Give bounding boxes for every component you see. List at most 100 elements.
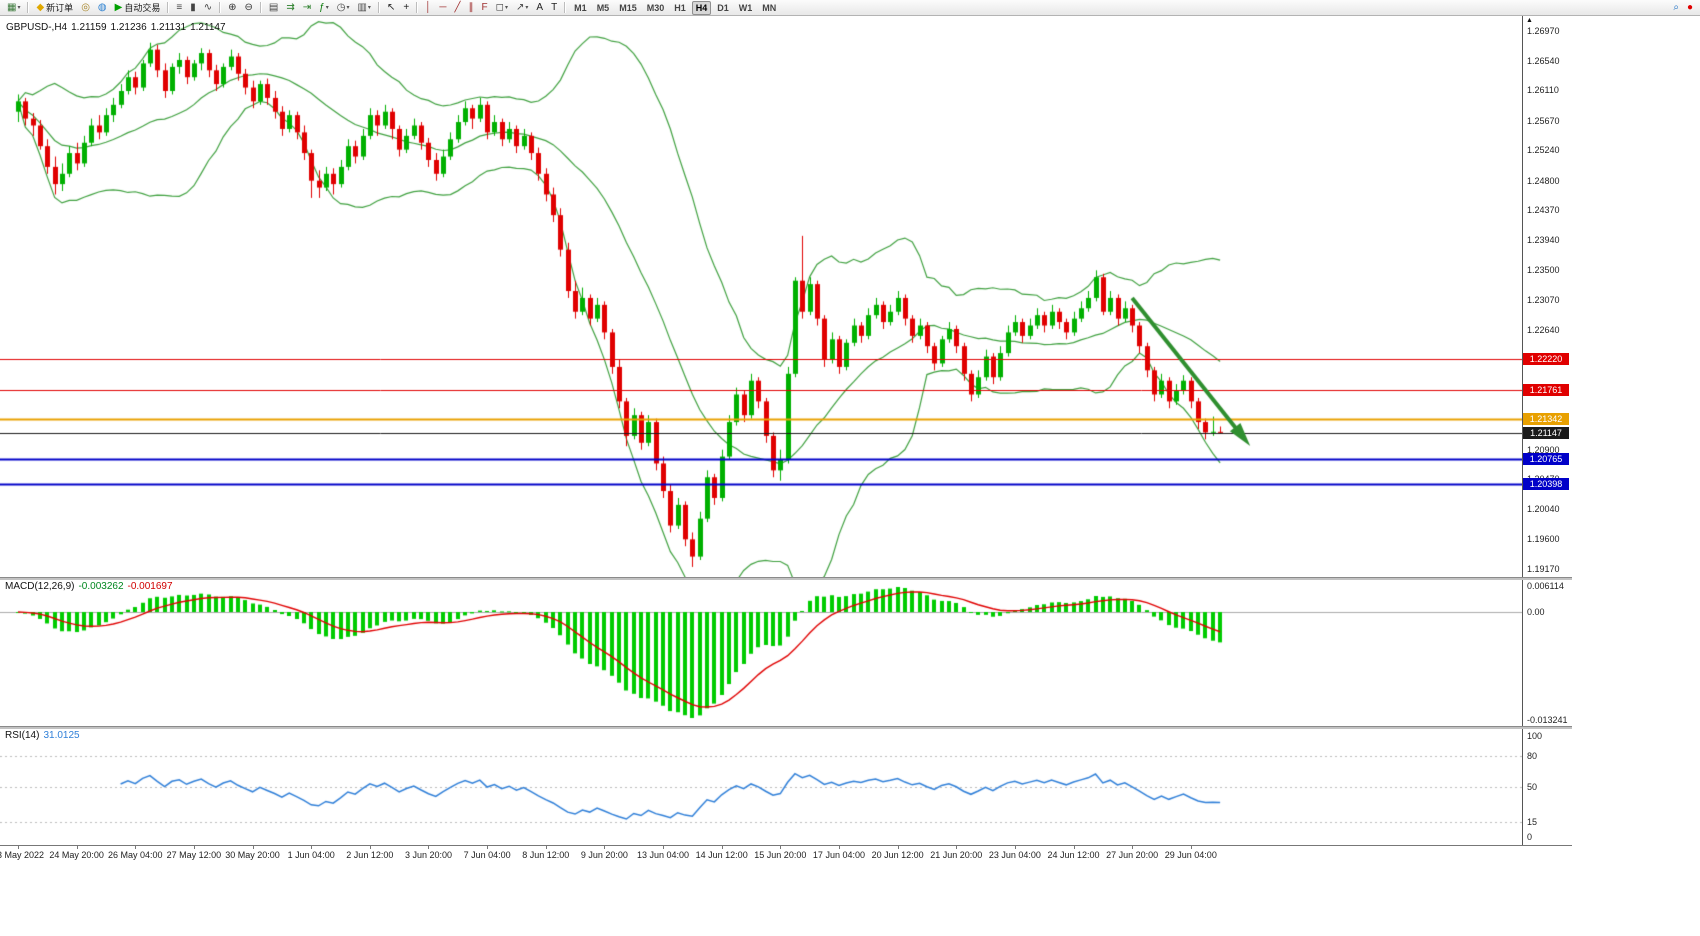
main-toolbar: ▦ ▾ ◆ 新订单 ◎ ◍ ▶ 自动交易 ≡ ▮ ∿ ⊕ ⊖ ▤ ⇉ ⇥ ƒ ▾ ◷ ▾ ▥ ▾ ↖ + │ ─ ╱ ∥ F ◻ ▾ ↗ ▾ A T… — [0, 0, 1700, 16]
templates-icon[interactable]: ▥ ▾ — [354, 0, 373, 15]
time-axis-label: 24 Jun 12:00 — [1047, 850, 1100, 860]
zoom-out-icon: ⊖ — [244, 1, 253, 13]
zoom-out-icon[interactable]: ⊖ — [242, 0, 256, 15]
timeframe-w1[interactable]: W1 — [738, 2, 753, 13]
bar-chart-icon[interactable]: ≡ — [173, 0, 185, 15]
timeframe-m5[interactable]: M5 — [596, 2, 610, 13]
price-tick: 1.19170 — [1527, 564, 1560, 574]
dropdown-arrow-icon: ▾ — [346, 5, 350, 11]
new-order-button[interactable]: ◆ 新订单 — [33, 0, 76, 15]
time-axis-tick — [1015, 846, 1016, 849]
fibonacci-icon: F — [481, 1, 488, 13]
price-tick: 1.23070 — [1527, 295, 1560, 305]
shapes-icon: ◻ — [495, 1, 504, 13]
pane-splitter[interactable] — [0, 726, 1572, 729]
ohlc-low: 1.21131 — [150, 22, 187, 33]
price-scale[interactable] — [1522, 16, 1573, 866]
toolbar-separator — [167, 2, 170, 13]
timeframe-m30[interactable]: M30 — [646, 2, 665, 13]
macd-signal-value: -0.001697 — [127, 581, 173, 592]
timeframe-h4[interactable]: H4 — [691, 0, 712, 15]
ohlc-close: 1.21147 — [190, 22, 226, 33]
auto-scroll-icon[interactable]: ⇉ — [283, 0, 297, 15]
new-chart-icon[interactable]: ▦ ▾ — [4, 0, 23, 15]
time-axis-label: 3 Jun 20:00 — [404, 850, 452, 860]
pane-splitter[interactable] — [0, 577, 1572, 580]
community-icon: ◍ — [97, 1, 107, 13]
time-axis-tick — [194, 846, 195, 849]
rsi-pane[interactable] — [0, 728, 1522, 845]
dropdown-arrow-icon: ▾ — [367, 5, 371, 11]
new-chart-icon: ▦ — [7, 1, 17, 13]
dropdown-arrow-icon: ▾ — [325, 5, 329, 11]
dropdown-arrow-icon: ▾ — [504, 5, 508, 11]
macd-pane[interactable] — [0, 579, 1522, 726]
fibonacci-icon[interactable]: F — [479, 0, 491, 15]
auto-trading-button[interactable]: ▶ 自动交易 — [112, 0, 164, 15]
timeframe-m1[interactable]: M1 — [574, 2, 587, 13]
time-axis-label: 15 Jun 20:00 — [754, 850, 807, 860]
toolbar-separator — [27, 2, 30, 13]
price-level-badge: 1.21147 — [1523, 426, 1569, 439]
trendline-icon[interactable]: ╱ — [452, 0, 464, 15]
timeframe-h1[interactable]: H1 — [674, 2, 686, 13]
search-icon[interactable]: ⌕ — [1670, 0, 1682, 15]
line-chart-icon[interactable]: ∿ — [201, 0, 215, 15]
timeframe-d1[interactable]: D1 — [717, 2, 729, 13]
rsi-indicator-label: RSI(14) 31.0125 — [5, 730, 80, 741]
timeframe-m15[interactable]: M15 — [619, 2, 637, 13]
time-axis-label: 17 Jun 04:00 — [812, 850, 865, 860]
macd-indicator-label: MACD(12,26,9) -0.003262 -0.001697 — [5, 581, 173, 592]
macd-scale-zero: 0.00 — [1527, 607, 1545, 618]
price-level-badge: 1.20398 — [1523, 478, 1569, 491]
notification-badge[interactable]: ● — [1684, 0, 1696, 15]
chart-shift-icon: ⇥ — [302, 1, 312, 13]
community-icon[interactable]: ◍ — [95, 0, 110, 15]
mql5-wizard-icon[interactable]: ◎ — [78, 0, 93, 15]
time-axis-tick — [663, 846, 664, 849]
periods-icon: ◷ — [336, 1, 346, 13]
price-level-badge: 1.20765 — [1523, 452, 1569, 465]
tile-windows-icon[interactable]: ▤ — [266, 0, 281, 15]
time-axis-tick — [18, 846, 19, 849]
shapes-icon[interactable]: ◻ ▾ — [493, 0, 511, 15]
price-tick: 1.25670 — [1527, 115, 1560, 126]
scroll-up-marker-icon[interactable]: ▲ — [1526, 17, 1533, 24]
price-tick: 1.20900 — [1527, 444, 1560, 455]
rsi-name: RSI(14) — [5, 730, 40, 741]
zoom-in-icon[interactable]: ⊕ — [225, 0, 239, 15]
candlestick-icon[interactable]: ▮ — [187, 0, 199, 15]
auto-trading-icon: ▶ — [114, 1, 123, 13]
arrows-icon[interactable]: ↗ ▾ — [513, 0, 531, 15]
time-axis-tick — [311, 846, 312, 849]
toolbar-separator — [377, 2, 380, 13]
text-icon[interactable]: A — [533, 0, 546, 15]
price-chart-pane[interactable] — [0, 16, 1522, 577]
indicators-icon[interactable]: ƒ ▾ — [316, 0, 332, 15]
rsi-value: 31.0125 — [43, 730, 80, 741]
new-order-icon: ◆ — [36, 1, 45, 13]
time-axis-label: 23 Jun 04:00 — [988, 850, 1041, 860]
price-level-badge: 1.21342 — [1523, 413, 1569, 426]
label-icon[interactable]: T — [548, 0, 560, 15]
cursor-icon[interactable]: ↖ — [384, 0, 398, 15]
vertical-line-icon[interactable]: │ — [422, 0, 434, 15]
time-axis-tick — [1132, 846, 1133, 849]
price-tick: 1.23940 — [1527, 234, 1560, 245]
new-order-button-label: 新订单 — [46, 3, 74, 13]
tile-windows-icon: ▤ — [268, 1, 279, 13]
periods-icon[interactable]: ◷ ▾ — [334, 0, 353, 15]
auto-trading-button-label: 自动交易 — [124, 3, 161, 13]
crosshair-icon[interactable]: + — [400, 0, 412, 15]
time-axis-label: 24 May 20:00 — [49, 850, 104, 860]
channel-icon[interactable]: ∥ — [466, 0, 477, 15]
timeframe-mn[interactable]: MN — [762, 2, 777, 13]
horizontal-line-icon[interactable]: ─ — [436, 0, 449, 15]
chart-shift-icon[interactable]: ⇥ — [300, 0, 314, 15]
templates-icon: ▥ — [357, 1, 367, 13]
time-axis-label: 9 Jun 20:00 — [580, 850, 628, 860]
time-axis-tick — [1191, 846, 1192, 849]
zoom-in-icon: ⊕ — [228, 1, 237, 13]
macd-value: -0.003262 — [78, 581, 124, 592]
